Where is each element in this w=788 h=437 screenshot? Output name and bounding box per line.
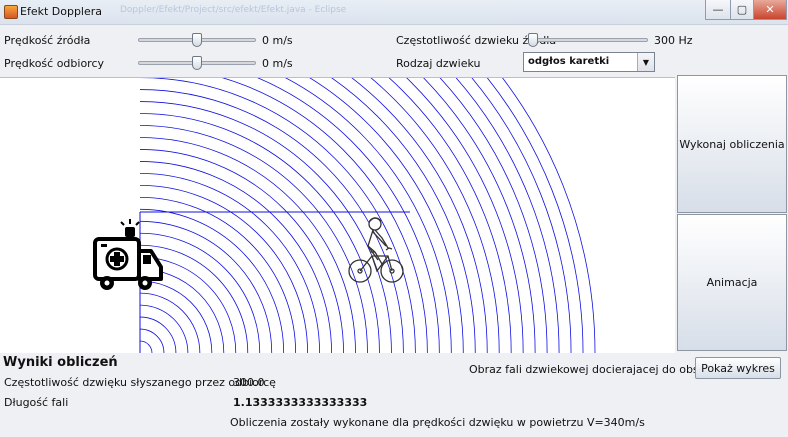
sound-type-selected: odgłos karetki <box>528 56 610 67</box>
source-frequency-value: 300 Hz <box>654 34 693 47</box>
heard-frequency-label: Częstotliwość dzwięku słyszanego przez o… <box>4 376 276 389</box>
wavefront-arc <box>257 78 440 353</box>
observer-speed-value: 0 m/s <box>262 57 293 70</box>
sound-type-label: Rodzaj dzwieku <box>396 57 481 70</box>
animation-button[interactable]: Animacja <box>677 214 787 351</box>
slider-thumb[interactable] <box>192 56 202 70</box>
wavefront-arc <box>139 196 297 353</box>
compute-button[interactable]: Wykonaj obliczenia <box>677 75 787 213</box>
source-frequency-slider[interactable] <box>528 33 648 47</box>
wavefront-arc <box>139 340 153 353</box>
slider-thumb[interactable] <box>528 33 538 47</box>
ambulance-icon <box>93 219 163 290</box>
close-button[interactable]: ✕ <box>753 0 787 20</box>
source-speed-label: Prędkość źródła <box>4 34 91 47</box>
wavefront-arc <box>221 78 428 353</box>
wavefront-arc <box>330 78 476 353</box>
observer-speed-label: Prędkość odbiorcy <box>4 57 105 70</box>
wavefront-arc <box>139 101 392 353</box>
source-speed-value: 0 m/s <box>262 34 293 47</box>
wavefront-arc <box>139 172 321 353</box>
wave-canvas <box>0 77 675 353</box>
background-window-title: Doppler/Efekt/Project/src/efekt/Efekt.ja… <box>120 5 347 15</box>
heard-frequency-value: 300.0 <box>233 376 265 389</box>
wavefront-arc <box>139 89 404 353</box>
wavefront-arc <box>139 292 201 353</box>
wavefront-arc <box>370 78 500 353</box>
wavefront-arc <box>139 232 261 353</box>
calculation-note: Obliczenia zostały wykonane dla prędkośc… <box>230 416 645 429</box>
observer-speed-slider[interactable] <box>138 56 256 70</box>
wavefront-arc <box>139 149 344 353</box>
java-app-icon <box>4 5 18 19</box>
wave-image-label: Obraz fali dzwiekowej docierajacej do ob… <box>469 363 748 376</box>
wavefront-arc <box>309 78 464 353</box>
wavefront-arc <box>486 78 584 353</box>
wavefront-arc <box>388 78 512 353</box>
source-frequency-label: Częstotliwość dzwieku źródła <box>396 34 557 47</box>
slider-thumb[interactable] <box>192 33 202 47</box>
wavefronts <box>139 78 596 353</box>
wavefront-arc <box>139 328 165 353</box>
window-title: Efekt Dopplera <box>20 5 103 18</box>
source-speed-slider[interactable] <box>138 33 256 47</box>
sound-type-select[interactable]: odgłos karetki ▼ <box>523 52 655 72</box>
wavelength-label: Długość fali <box>4 396 69 409</box>
sound-wave-diagram <box>93 78 596 353</box>
wavefront-arc <box>139 304 189 353</box>
wavefront-arc <box>139 208 285 353</box>
wavefront-arc <box>139 184 309 353</box>
title-bar: Efekt Dopplera Doppler/Efekt/Project/src… <box>0 0 788 25</box>
minimize-button[interactable]: — <box>705 0 731 20</box>
wavefront-arc <box>139 256 237 353</box>
wavefront-arc <box>501 78 596 353</box>
wavefront-arc <box>139 125 368 353</box>
wavefront-arc <box>284 78 452 353</box>
wavefront-arc <box>423 78 536 353</box>
wavefront-arc <box>351 78 488 353</box>
cyclist-icon <box>348 217 404 283</box>
wavelength-value: 1.1333333333333333 <box>233 396 368 409</box>
wavefront-arc <box>139 316 177 353</box>
wavefront-arc <box>471 78 572 353</box>
chevron-down-icon[interactable]: ▼ <box>637 53 654 71</box>
slider-track <box>528 38 648 42</box>
wavefront-arc <box>439 78 548 353</box>
wavefront-arc <box>139 137 356 353</box>
wavefront-arc <box>406 78 524 353</box>
maximize-button[interactable]: ▢ <box>730 0 754 20</box>
wavefront-arc <box>139 78 416 353</box>
wavefront-arc <box>139 244 249 353</box>
show-chart-button[interactable]: Pokaż wykres <box>695 357 781 379</box>
wavefront-arc <box>139 161 332 353</box>
wavefront-arc <box>455 78 560 353</box>
wavefront-arc <box>139 280 213 353</box>
results-heading: Wyniki obliczeń <box>3 355 118 370</box>
wavefront-arc <box>139 113 380 353</box>
wavefront-arc <box>139 220 273 353</box>
